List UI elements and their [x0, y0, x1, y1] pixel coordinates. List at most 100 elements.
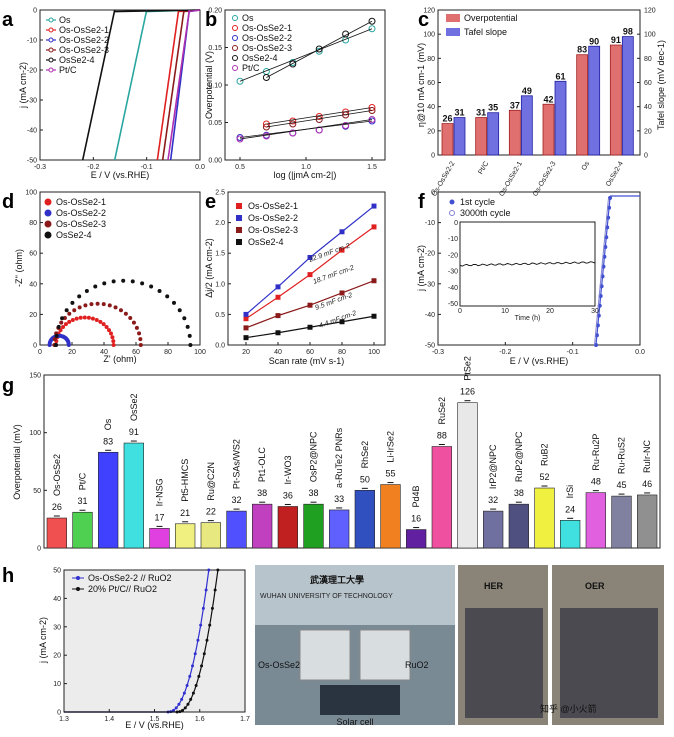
point-OsSe2-4 — [64, 308, 69, 313]
bar-value: 45 — [616, 480, 626, 490]
fit-Os-OsSe2-2 — [245, 205, 375, 315]
curve-3000th-cycle — [594, 197, 609, 346]
y-tick-label: 1.5 — [215, 251, 225, 258]
x-tick-label: -0.3 — [34, 164, 46, 171]
panel-f-xlabel: E / V (vs.RHE) — [510, 356, 569, 366]
y-tick-label: 120 — [644, 8, 656, 15]
point-Os-OsSe2-1 — [107, 328, 112, 333]
category-label: Pt1-OLC — [257, 447, 267, 483]
panel-h-ylabel: j (mA cm-2) — [38, 617, 48, 664]
y-tick-label: -40 — [425, 312, 435, 319]
panel-h-xlabel: E / V (vs.RHE) — [125, 720, 184, 730]
point-Os-OsSe2-3 — [101, 302, 106, 307]
bar-Tafel slope — [621, 36, 634, 156]
panel-c-ylabel: η@10 mA cm-1 (mV) — [416, 43, 426, 127]
bar-value: 38 — [257, 488, 267, 498]
y-tick-label: 50 — [33, 488, 41, 495]
category-label: Ir-WO3 — [283, 455, 293, 484]
legend-Os-OsSe2-3: Os-OsSe2-3 — [59, 45, 109, 55]
curve-Os-OsSe2-1 — [156, 9, 201, 161]
panel-e-frame — [227, 191, 386, 346]
point-Os-OsSe2-1 — [94, 317, 99, 322]
bar-value: 33 — [334, 494, 344, 504]
point-Os-OsSe2-3 — [52, 337, 57, 342]
panel-f-ylabel: j (mA cm-2) — [416, 245, 426, 292]
legend-overpotential: Overpotential — [464, 13, 518, 23]
y-tick-label: 100 — [29, 430, 41, 437]
inset-xlabel: Time (h) — [515, 315, 541, 322]
point-OsSe2-4 — [289, 60, 297, 68]
bar-Tafel slope — [520, 95, 533, 156]
curve-20% Pt/C// RuO2 — [64, 569, 219, 713]
category-label: OsP2@NPC — [309, 431, 319, 482]
panel-b-xlabel: log (|jmA cm-2|) — [274, 170, 337, 180]
x-tick-label: 40 — [274, 349, 282, 356]
panel-e-xlabel: Scan rate (mV s-1) — [269, 356, 345, 366]
fit-line — [266, 20, 373, 78]
bar-Pt5-HMCS — [175, 523, 196, 549]
category-label: RuP2@NPC — [514, 431, 524, 482]
point-Os-OsSe2-1 — [289, 117, 297, 125]
photo-i-university: 武漢理工大學 — [310, 574, 364, 585]
legend-Pt/C: Pt/C — [59, 65, 77, 75]
y-tick-label: 20 — [427, 128, 435, 135]
bar-Ir-NSG — [149, 528, 170, 549]
y-tick-label: 60 — [644, 80, 652, 87]
point-OsSe2-4 — [177, 308, 182, 313]
bar-value: 31 — [454, 108, 464, 118]
x-tick-label: -0.1 — [567, 349, 579, 356]
curve-Pt/C — [167, 9, 201, 161]
legend-Os-OsSe2-3: Os-OsSe2-3 — [242, 43, 292, 53]
point-Os-OsSe2-1 — [110, 335, 115, 340]
point-Os-OsSe2-1 — [67, 319, 72, 324]
legend-marker — [76, 587, 80, 591]
bar-RuP2@NPC — [508, 503, 529, 549]
bar-Pt-SAs/WS2 — [226, 510, 247, 549]
category-label: Pt-SAs/WS2 — [232, 439, 242, 489]
fit-line — [239, 28, 373, 82]
x-tick-label: 60 — [306, 349, 314, 356]
legend-OsSe2-4: OsSe2-4 — [242, 53, 278, 63]
curve-OsSe2-4 — [81, 9, 201, 161]
inset-y-tick: -20 — [448, 252, 458, 259]
legend-marker — [44, 220, 52, 228]
x-tick-label: -0.1 — [141, 164, 153, 171]
y-tick-label: 100 — [423, 32, 435, 39]
y-tick-label: 0 — [57, 710, 61, 717]
category-label: PtSe2 — [463, 356, 473, 381]
y-tick-label: 100 — [25, 190, 37, 197]
x-tick-label: 20 — [242, 349, 250, 356]
y-tick-label: 100 — [644, 32, 656, 39]
legend-marker — [48, 47, 54, 53]
bar-value: 24 — [565, 504, 575, 514]
x-tick-label: 0 — [38, 349, 42, 356]
legend-swatch — [446, 14, 460, 22]
bar-value: 91 — [129, 427, 139, 437]
point-OsSe2-4 — [368, 17, 376, 25]
photo-i-window — [255, 565, 455, 625]
bar-value: 126 — [460, 387, 475, 397]
point-OsSe2-4 — [149, 284, 154, 289]
point-OsSe2-4 — [315, 45, 323, 53]
photo-i-university-en: WUHAN UNIVERSITY OF TECHNOLOGY — [260, 593, 393, 600]
x-tick-label: 1.4 — [104, 716, 114, 723]
bar-RhSe2 — [354, 490, 375, 549]
category-label: Ru-Ru2P — [591, 434, 601, 471]
x-tick-label: 80 — [164, 349, 172, 356]
point-OsSe2-4 — [171, 300, 176, 305]
fit-Os-OsSe2-1 — [245, 226, 375, 320]
point-Pt/C — [289, 129, 297, 137]
bar-value: 50 — [360, 474, 370, 484]
legend-Os-OsSe2-1: Os-OsSe2-1 — [59, 25, 109, 35]
inset-y-tick: -50 — [448, 301, 458, 308]
point-Os-OsSe2-2 — [66, 343, 71, 347]
bar-value: 83 — [577, 45, 587, 55]
point-Os-OsSe2-3 — [123, 311, 128, 316]
point-Os-OsSe2-1 — [104, 324, 109, 329]
y-tick-label: 0.15 — [208, 45, 222, 52]
bar-value: 52 — [539, 472, 549, 482]
legend-marker — [232, 25, 238, 31]
point-OsSe2-4 — [111, 279, 116, 284]
point-OsSe2-4 — [185, 324, 190, 329]
bar-value: 61 — [555, 71, 565, 81]
